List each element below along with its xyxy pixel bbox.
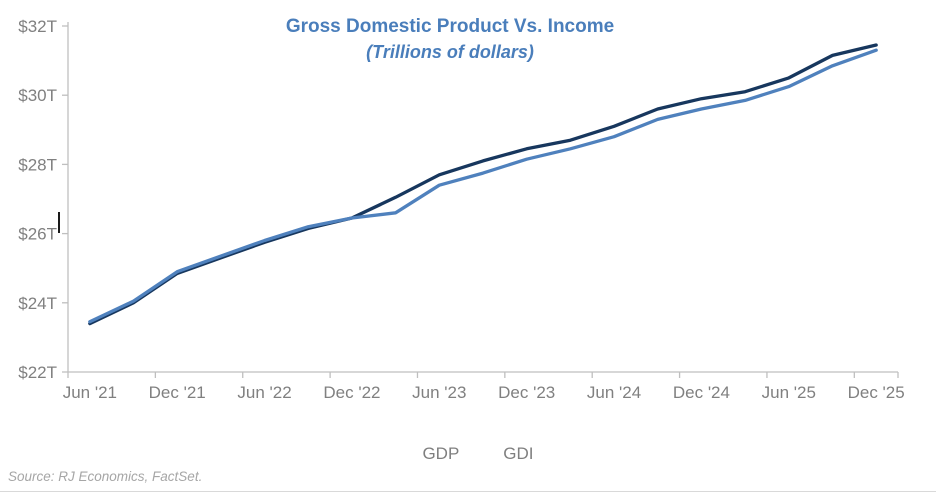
y-axis-label: $22T — [18, 363, 57, 382]
chart-legend: GDP GDI — [26, 444, 930, 464]
gdi-line — [88, 48, 878, 324]
legend-item-gdp[interactable]: GDP — [422, 444, 460, 463]
chart-title: Gross Domestic Product Vs. Income — [285, 16, 615, 37]
x-axis-label: Jun '25 — [762, 383, 816, 402]
text-cursor-caret — [58, 212, 60, 233]
legend-item-gdi[interactable]: GDI — [503, 444, 534, 463]
y-axis-label: $32T — [18, 17, 57, 36]
x-axis-label: Jun '21 — [63, 383, 117, 402]
y-axis-label: $24T — [18, 294, 57, 313]
y-axis-label: $28T — [18, 155, 57, 174]
bottom-divider — [0, 491, 936, 492]
y-axis-label: $30T — [18, 86, 57, 105]
x-axis-label: Dec '25 — [848, 383, 905, 402]
title-block: Gross Domestic Product Vs. Income (Trill… — [0, 14, 900, 64]
x-axis-label: Jun '24 — [587, 383, 641, 402]
gdp-line — [88, 43, 878, 326]
chart-subtitle: (Trillions of dollars) — [366, 41, 534, 62]
x-axis-label: Dec '21 — [149, 383, 206, 402]
plot-area: $22T $24T $26T $28T $30T $32T Jun '21 Dec '21 Ju… — [18, 17, 905, 402]
source-note: Source: RJ Economics, FactSet. — [8, 469, 203, 484]
x-axis-label: Dec '24 — [673, 383, 730, 402]
y-axis-label: $26T — [18, 225, 57, 244]
x-axis-label: Dec '22 — [323, 383, 380, 402]
x-axis-label: Jun '23 — [412, 383, 466, 402]
x-axis-label: Jun '22 — [237, 383, 291, 402]
x-axis-label: Dec '23 — [498, 383, 555, 402]
